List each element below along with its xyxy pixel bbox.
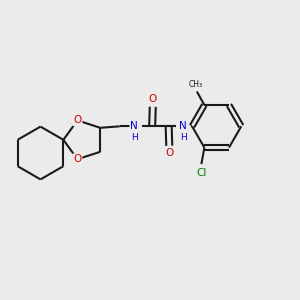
Text: CH₃: CH₃ [188, 80, 203, 88]
Text: O: O [73, 154, 82, 164]
Text: N: N [179, 121, 187, 131]
Text: H: H [131, 133, 138, 142]
Text: N: N [130, 121, 138, 131]
Text: O: O [148, 94, 157, 104]
Text: Cl: Cl [196, 167, 207, 178]
Text: O: O [73, 116, 82, 125]
Text: O: O [165, 148, 173, 158]
Text: H: H [180, 133, 187, 142]
